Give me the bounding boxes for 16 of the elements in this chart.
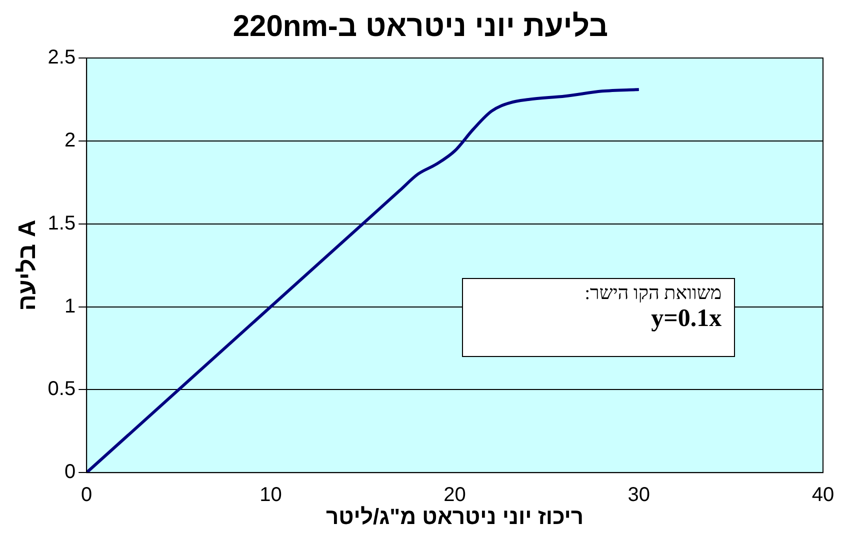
chart-title: בליעת יוני ניטראט ב-220nm [232, 10, 610, 44]
annotation: y=0.1x [650, 304, 722, 333]
x-tick-label: 20 [444, 484, 466, 506]
x-tick-label: 40 [812, 484, 834, 506]
y-tick-label: 0 [64, 461, 76, 484]
x-tick-label: 0 [81, 484, 92, 506]
y-axis-title: בליעה A [14, 220, 42, 311]
y-tick-label: 2 [64, 129, 76, 152]
y-tick-label: 0.5 [48, 378, 76, 400]
x-axis-title: ריכוז יוני ניטראט מ"ג/ליטר [326, 504, 584, 529]
x-tick-label: 30 [628, 484, 650, 506]
x-tick-label: 10 [260, 484, 282, 506]
y-tick-label: 1.5 [48, 212, 76, 234]
annotation: משוואת הקו הישר: [584, 282, 722, 305]
y-tick-label: 2.5 [48, 46, 76, 69]
y-tick-label: 1 [64, 295, 76, 318]
